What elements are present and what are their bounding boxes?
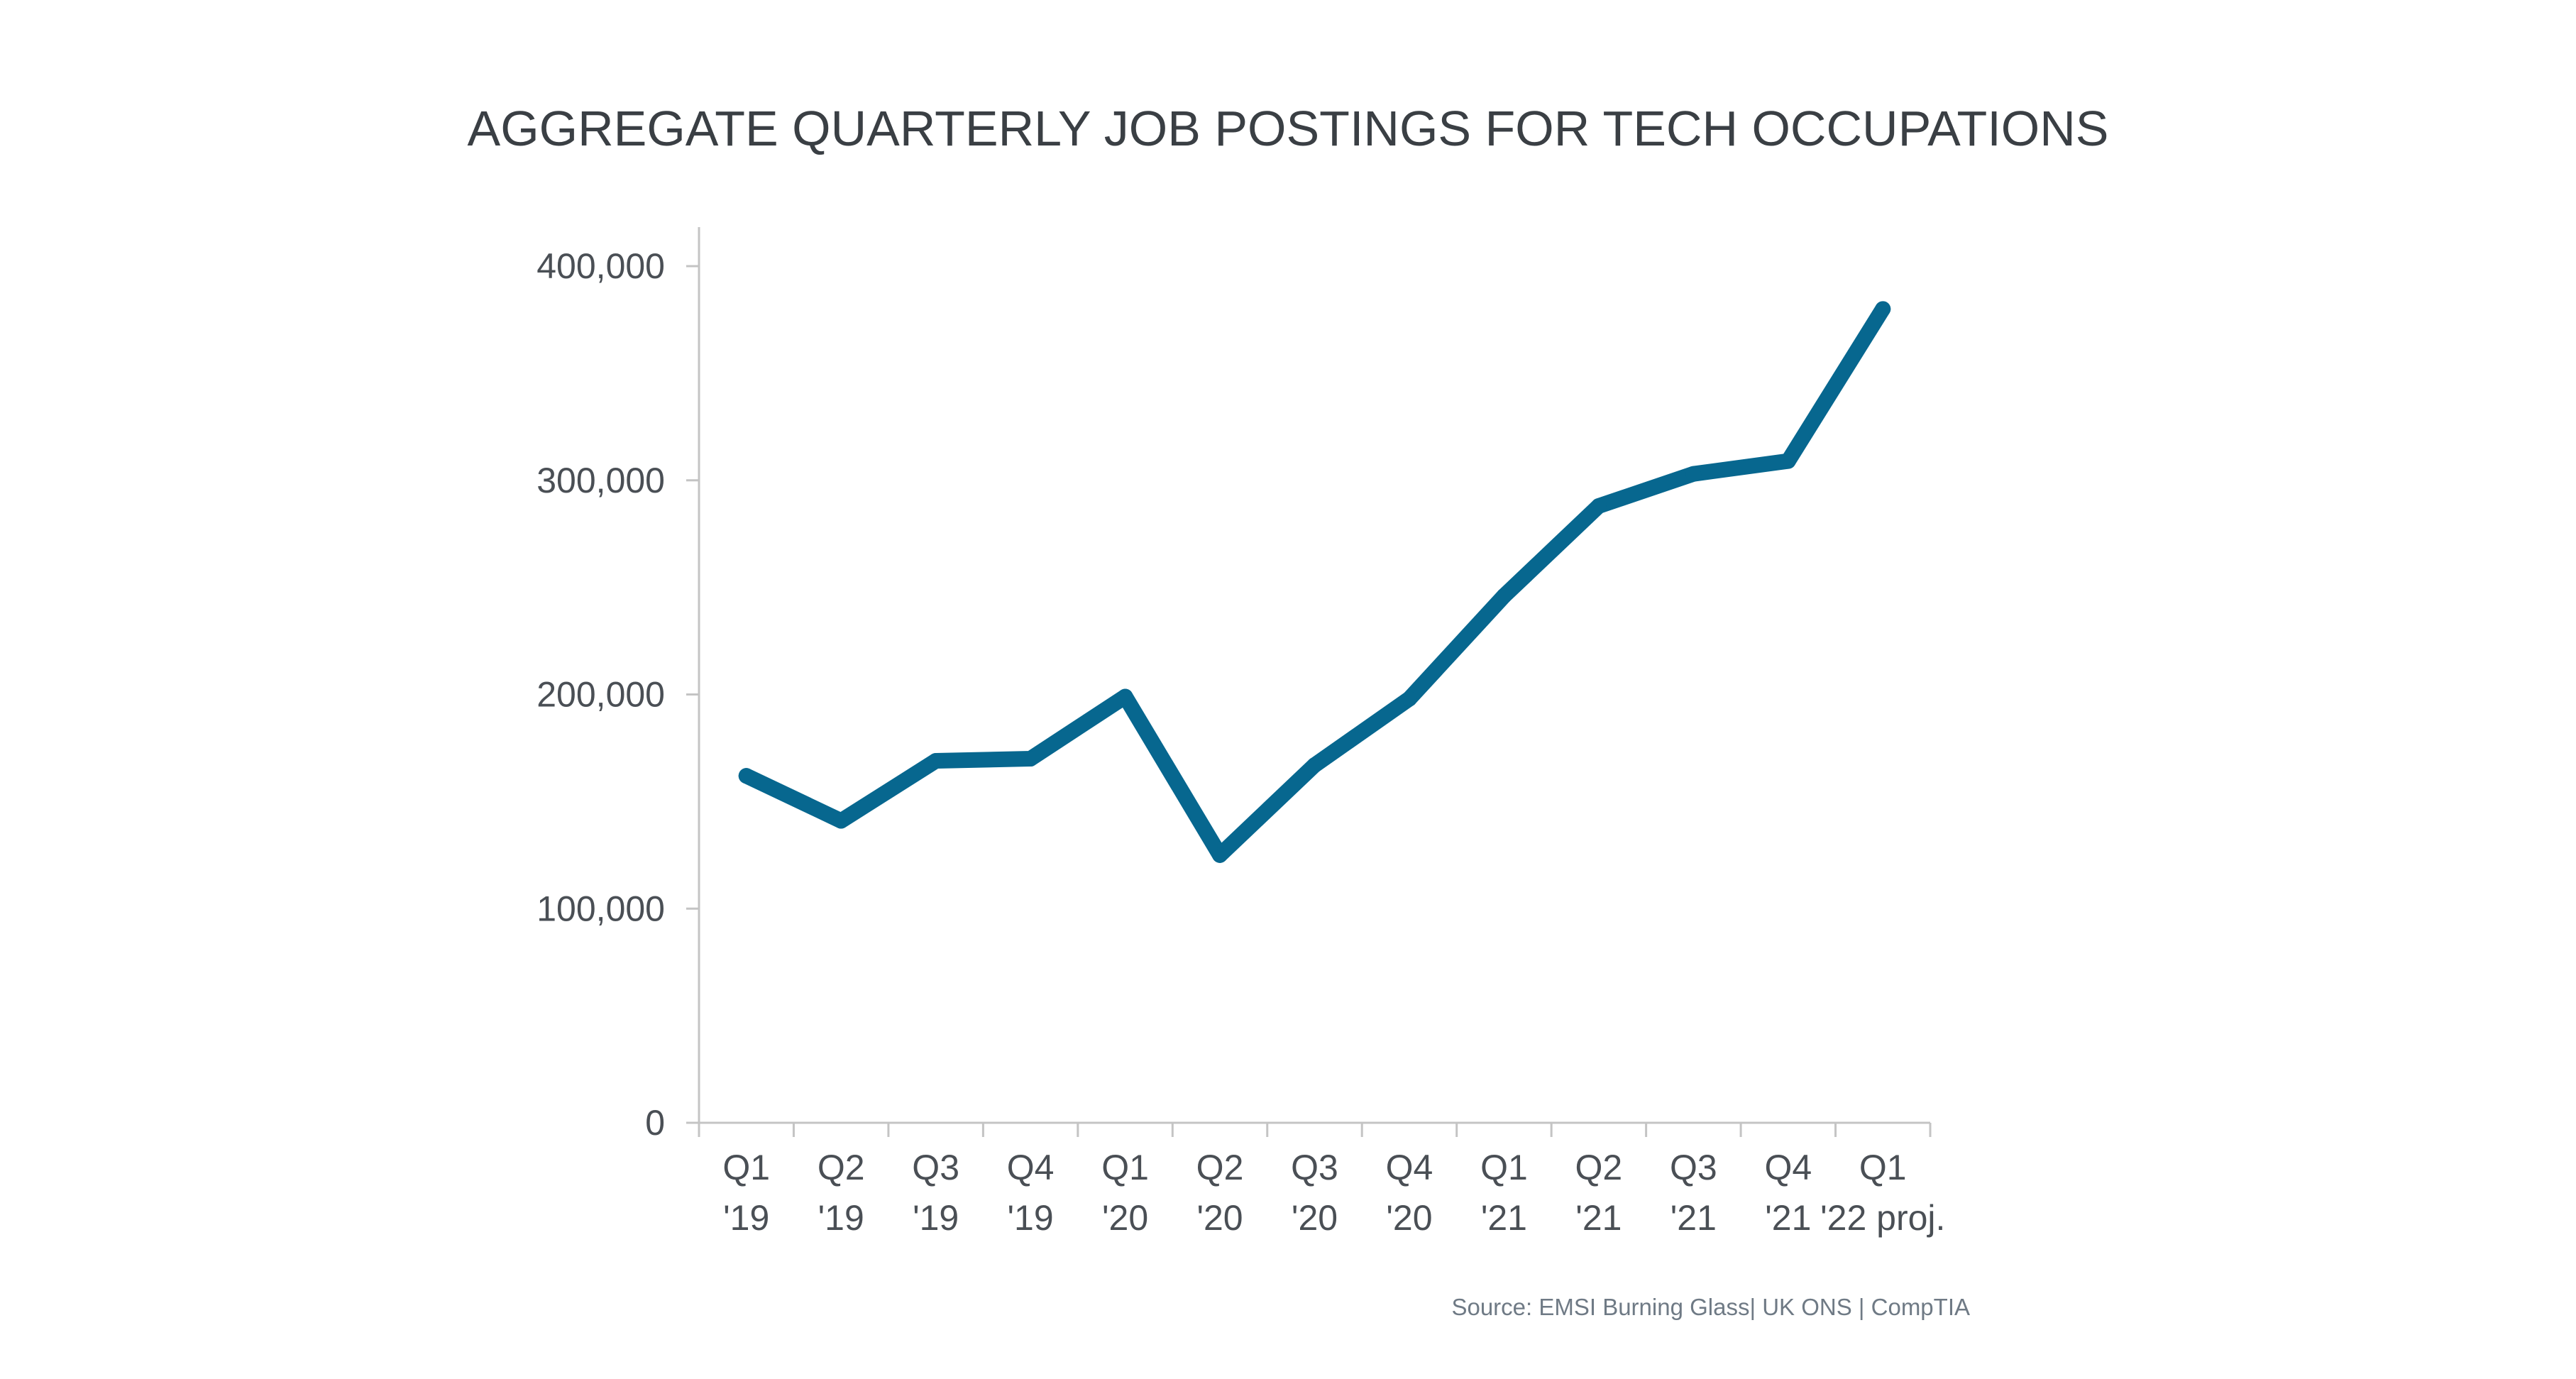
x-tick-label-quarter: Q3 bbox=[912, 1148, 959, 1187]
y-axis: 0 100,000 200,000 300,000 400,000 bbox=[536, 227, 700, 1143]
data-point bbox=[1401, 691, 1417, 707]
x-tick-label-quarter: Q1 bbox=[1480, 1148, 1528, 1187]
data-point bbox=[1212, 847, 1228, 863]
data-point bbox=[928, 753, 944, 769]
x-tick-label-quarter: Q3 bbox=[1291, 1148, 1338, 1187]
x-tick-label-quarter: Q1 bbox=[1859, 1148, 1907, 1187]
data-point bbox=[1023, 751, 1039, 767]
x-tick-label-year: '21 bbox=[1575, 1198, 1622, 1238]
series-line bbox=[738, 301, 1891, 863]
y-tick-label: 300,000 bbox=[536, 461, 665, 500]
data-point bbox=[1685, 466, 1702, 482]
source-note: Source: EMSI Burning Glass| UK ONS | Com… bbox=[1451, 1294, 1970, 1320]
x-tick-label-quarter: Q3 bbox=[1670, 1148, 1717, 1187]
data-point bbox=[738, 768, 754, 784]
x-tick-label-quarter: Q2 bbox=[818, 1148, 865, 1187]
data-point bbox=[1590, 498, 1607, 514]
x-tick-label-quarter: Q2 bbox=[1196, 1148, 1244, 1187]
x-tick-label-year: '20 bbox=[1102, 1198, 1148, 1238]
x-tick-label-year: '20 bbox=[1386, 1198, 1432, 1238]
x-tick-label-year: '21 bbox=[1765, 1198, 1811, 1238]
data-point bbox=[1306, 757, 1323, 774]
y-tick-label: 0 bbox=[645, 1103, 665, 1143]
x-tick-label-year: '20 bbox=[1196, 1198, 1243, 1238]
x-tick-label-year: '19 bbox=[723, 1198, 769, 1238]
x-tick-label-year: '19 bbox=[1008, 1198, 1054, 1238]
series-layer bbox=[738, 301, 1891, 863]
data-point bbox=[1496, 588, 1512, 604]
y-tick-label: 400,000 bbox=[536, 246, 665, 286]
x-tick-label-quarter: Q4 bbox=[1386, 1148, 1433, 1187]
data-point bbox=[1780, 453, 1796, 469]
x-axis: Q1 '19 Q2 '19 Q3 '19 Q4 '19 Q1 '20 Q2 '20 Q3 '20 Q4 '20… bbox=[698, 1121, 1945, 1238]
y-tick-label: 100,000 bbox=[536, 889, 665, 928]
x-tick-label-quarter: Q4 bbox=[1007, 1148, 1055, 1187]
x-tick-label-year: '19 bbox=[913, 1198, 959, 1238]
x-tick-label-year: '21 bbox=[1481, 1198, 1527, 1238]
y-tick-label: 200,000 bbox=[536, 675, 665, 715]
x-tick-label-year: '22 proj. bbox=[1820, 1198, 1945, 1238]
x-tick-label-quarter: Q1 bbox=[1101, 1148, 1149, 1187]
x-tick-label-quarter: Q2 bbox=[1575, 1148, 1623, 1187]
x-tick-label-year: '20 bbox=[1292, 1198, 1338, 1238]
data-point bbox=[1117, 688, 1133, 705]
x-tick-label-year: '19 bbox=[818, 1198, 864, 1238]
x-tick-label-quarter: Q1 bbox=[722, 1148, 770, 1187]
data-point bbox=[1875, 301, 1891, 317]
x-tick-label-quarter: Q4 bbox=[1764, 1148, 1812, 1187]
data-point bbox=[833, 813, 849, 829]
x-tick-label-year: '21 bbox=[1670, 1198, 1717, 1238]
chart-title: AGGREGATE QUARTERLY JOB POSTINGS FOR TEC… bbox=[468, 101, 2109, 156]
